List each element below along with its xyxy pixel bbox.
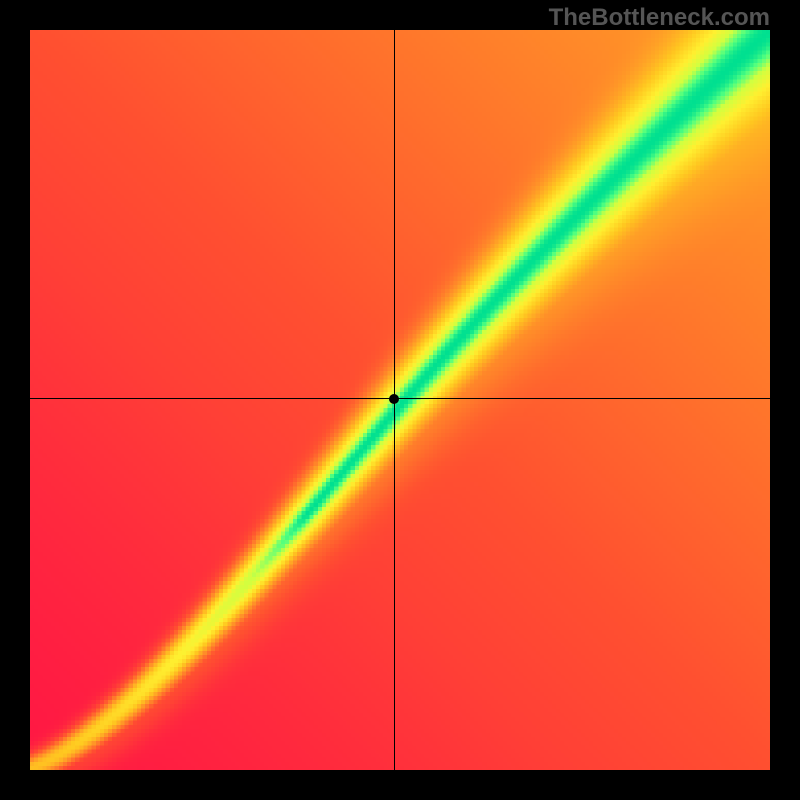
- chart-container: TheBottleneck.com: [0, 0, 800, 800]
- watermark-text: TheBottleneck.com: [549, 4, 770, 32]
- crosshair-horizontal: [30, 398, 770, 399]
- crosshair-dot: [389, 394, 399, 404]
- bottleneck-heatmap: [30, 30, 770, 770]
